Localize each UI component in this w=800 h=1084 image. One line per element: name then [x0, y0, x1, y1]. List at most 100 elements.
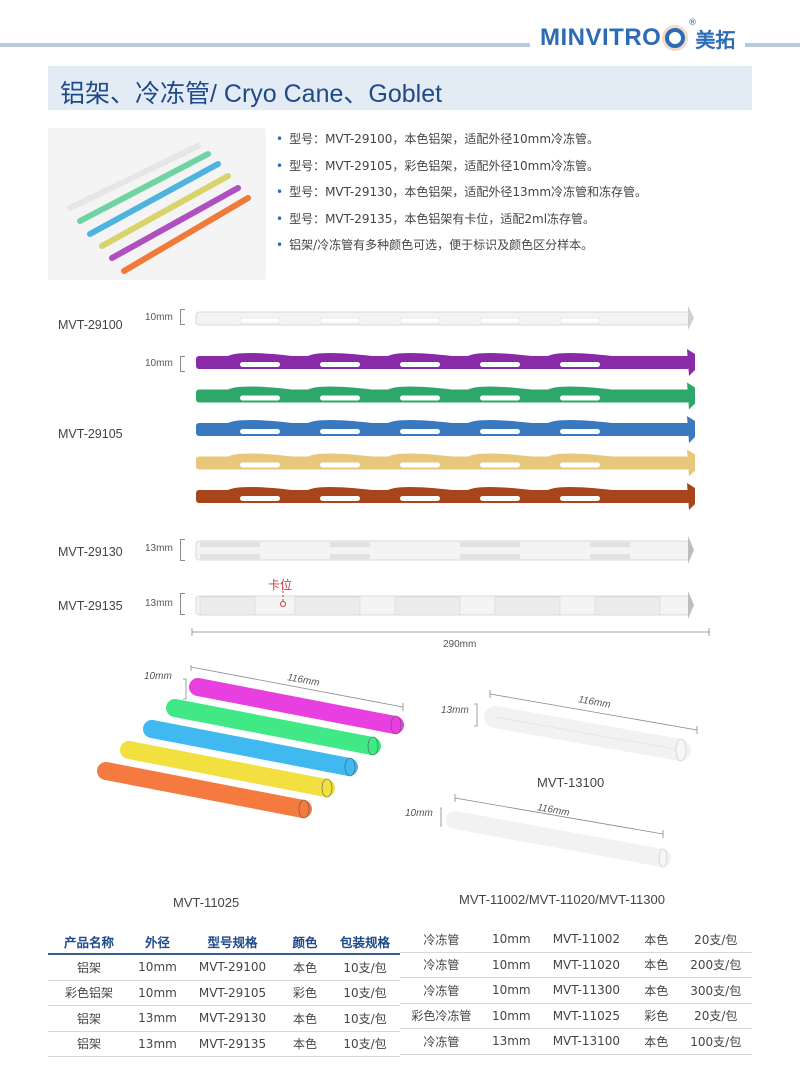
cell-model: MVT-11025: [539, 1003, 633, 1029]
cane-29100: [195, 306, 694, 330]
cell-color: 本色: [280, 954, 330, 981]
brand-name-cn: 美拓: [695, 27, 736, 52]
table-row: 铝架 13mm MVT-29135 本色 10支/包: [48, 1031, 400, 1057]
cell-model: MVT-29105: [185, 980, 280, 1006]
dimension-bracket: [180, 356, 185, 372]
cell-model: MVT-13100: [539, 1028, 633, 1055]
cell-diameter: 13mm: [482, 1028, 540, 1055]
feature-item: 型号：MVT-29135，本色铝架有卡位，适配2ml冻存管。: [276, 209, 647, 236]
cell-name: 铝架: [48, 1005, 130, 1032]
cell-color: 彩色: [280, 980, 330, 1006]
cell-name: 铝架: [48, 1031, 130, 1057]
registered-mark: ®: [688, 18, 697, 28]
cell-package: 20支/包: [679, 927, 752, 953]
clear-tubes-drawing: [440, 690, 698, 868]
col-header: 包装规格: [330, 929, 400, 955]
col-header: 外径: [130, 929, 185, 955]
page-title: 铝架、冷冻管/ Cryo Cane、Goblet: [60, 80, 443, 108]
header-rule-right: [745, 43, 800, 47]
tube-diameter-label: 10mm: [144, 671, 172, 682]
feature-item: 型号：MVT-29105，彩色铝架，适配外径10mm冷冻管。: [276, 156, 647, 183]
cell-name: 彩色冷冻管: [400, 1003, 483, 1029]
cane-model-label: MVT-29100: [58, 318, 123, 332]
cane-spec-table: 产品名称 外径 型号规格 颜色 包装规格 铝架 10mm MVT-29100 本…: [48, 929, 400, 1057]
colored-cane: [196, 483, 695, 510]
cell-name: 冷冻管: [400, 1028, 483, 1055]
tube-diameter-label: 10mm: [405, 808, 433, 819]
cell-model: MVT-11020: [539, 952, 633, 978]
cane-model-label: MVT-29135: [58, 599, 123, 613]
tube-diameter-label: 13mm: [441, 705, 469, 716]
cane-photo-illustration: [67, 143, 251, 274]
cell-name: 彩色铝架: [48, 980, 130, 1006]
cell-diameter: 10mm: [130, 980, 185, 1006]
diameter-label: 13mm: [145, 598, 173, 609]
cane-29105-set: [196, 349, 695, 510]
cane-model-label: MVT-29130: [58, 545, 123, 559]
brand-logo: MINVITRO ® 美拓: [540, 18, 736, 54]
cell-package: 20支/包: [679, 1003, 752, 1029]
cell-color: 本色: [632, 927, 680, 953]
colored-tubes-drawing: [97, 665, 404, 819]
tube-caption: MVT-11002/MVT-11020/MVT-11300: [459, 892, 665, 907]
cane-29135: [195, 587, 694, 619]
cell-color: 本色: [280, 1031, 330, 1057]
cell-package: 10支/包: [330, 1005, 400, 1032]
table-row: 铝架 10mm MVT-29100 本色 10支/包: [48, 954, 400, 981]
feature-list: 型号：MVT-29100，本色铝架，适配外径10mm冷冻管。 型号：MVT-29…: [276, 129, 647, 262]
table-row: 冷冻管 10mm MVT-11300 本色 300支/包: [400, 977, 752, 1004]
table-header-row: 产品名称 外径 型号规格 颜色 包装规格: [48, 929, 400, 955]
cell-diameter: 13mm: [130, 1005, 185, 1032]
cell-package: 10支/包: [330, 954, 400, 981]
table-row: 彩色铝架 10mm MVT-29105 彩色 10支/包: [48, 980, 400, 1006]
cell-diameter: 10mm: [482, 927, 540, 953]
feature-item: 铝架/冷冻管有多种颜色可选，便于标识及颜色区分样本。: [276, 235, 647, 262]
cell-model: MVT-29100: [185, 954, 280, 981]
table-row: 彩色冷冻管 10mm MVT-11025 彩色 20支/包: [400, 1003, 752, 1029]
cell-package: 100支/包: [679, 1028, 752, 1055]
cell-package: 10支/包: [330, 1031, 400, 1057]
product-photo: [48, 128, 266, 280]
feature-item: 型号：MVT-29130，本色铝架，适配外径13mm冷冻管和冻存管。: [276, 182, 647, 209]
colored-cane: [196, 382, 695, 410]
tube-caption: MVT-13100: [537, 775, 605, 790]
notch-label: 卡位: [268, 578, 293, 592]
col-header: 型号规格: [185, 929, 280, 955]
title-bar: [48, 66, 752, 110]
cell-color: 彩色: [632, 1003, 680, 1029]
cell-package: 10支/包: [330, 980, 400, 1006]
cell-color: 本色: [632, 952, 680, 978]
diameter-label: 10mm: [145, 312, 173, 323]
colored-cane: [196, 349, 695, 376]
feature-item: 型号：MVT-29100，本色铝架，适配外径10mm冷冻管。: [276, 129, 647, 156]
cell-diameter: 10mm: [482, 952, 540, 978]
cane-drawings: [191, 306, 710, 636]
cell-model: MVT-29130: [185, 1005, 280, 1032]
cell-name: 铝架: [48, 954, 130, 981]
cell-model: MVT-29135: [185, 1031, 280, 1057]
cell-diameter: 13mm: [130, 1031, 185, 1057]
cell-diameter: 10mm: [482, 977, 540, 1004]
table-row: 冷冻管 10mm MVT-11002 本色 20支/包: [400, 927, 752, 953]
diameter-label: 13mm: [145, 543, 173, 554]
dimension-bracket: [180, 593, 185, 615]
cell-name: 冷冻管: [400, 952, 483, 978]
table-row: 冷冻管 13mm MVT-13100 本色 100支/包: [400, 1028, 752, 1055]
tube-spec-table: 冷冻管 10mm MVT-11002 本色 20支/包 冷冻管 10mm MVT…: [400, 927, 752, 1055]
colored-cane: [196, 449, 695, 477]
brand-name: MINVITRO: [540, 24, 662, 51]
cell-name: 冷冻管: [400, 977, 483, 1004]
header-rule-left: [0, 43, 530, 47]
col-header: 颜色: [280, 929, 330, 955]
cane-model-label: MVT-29105: [58, 427, 123, 441]
table-row: 冷冻管 10mm MVT-11020 本色 200支/包: [400, 952, 752, 978]
cell-diameter: 10mm: [482, 1003, 540, 1029]
table-row: 铝架 13mm MVT-29130 本色 10支/包: [48, 1005, 400, 1032]
length-dimension: [191, 628, 710, 636]
cane-29130: [195, 536, 694, 564]
dimension-bracket: [180, 539, 185, 561]
dimension-bracket: [180, 309, 185, 325]
cell-package: 300支/包: [679, 977, 752, 1004]
cell-color: 本色: [632, 1028, 680, 1055]
colored-cane: [196, 416, 695, 443]
